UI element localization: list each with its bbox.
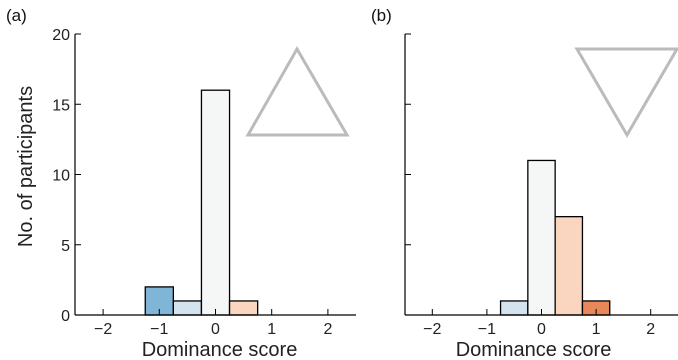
x-tick-label: 1: [267, 321, 276, 338]
bar-neg0_5: [172, 300, 203, 316]
x-tick-label: −1: [150, 321, 168, 338]
panel-label: (b): [371, 6, 392, 25]
x-tick-label: 2: [646, 321, 655, 338]
x-tick-label: 0: [211, 321, 220, 338]
y-axis-label: No. of participants: [15, 86, 37, 247]
x-tick-label: 1: [592, 321, 601, 338]
bar-0: [200, 89, 231, 316]
y-tick-label: 20: [52, 27, 70, 44]
triangle-up-icon: [245, 45, 350, 137]
bar-0_5: [228, 300, 259, 316]
y-tick-label: 10: [52, 168, 70, 185]
bar-0_5: [554, 215, 584, 316]
panel-label: (a): [6, 6, 27, 25]
bar-0: [527, 159, 556, 316]
y-tick-label: 0: [61, 308, 70, 325]
x-axis-label: Dominance score: [456, 339, 612, 360]
x-tick-label: −2: [423, 321, 441, 338]
panel-a: 0 5 10 15 20 −2 −1 0 1 2 Dominance score No. of par…: [6, 6, 356, 360]
y-tick-label: 15: [52, 97, 70, 114]
y-tick-label: 5: [61, 238, 70, 255]
x-tick-label: 0: [537, 321, 546, 338]
x-axis-label: Dominance score: [142, 339, 298, 360]
triangle-down-icon: [574, 47, 678, 138]
panel-b: −2 −1 0 1 2 Dominance score (b): [371, 6, 678, 360]
bar-neg0_5: [499, 300, 529, 316]
x-tick-label: −2: [94, 321, 112, 338]
x-tick-label: 2: [323, 321, 332, 338]
x-tick-label: −1: [478, 321, 496, 338]
